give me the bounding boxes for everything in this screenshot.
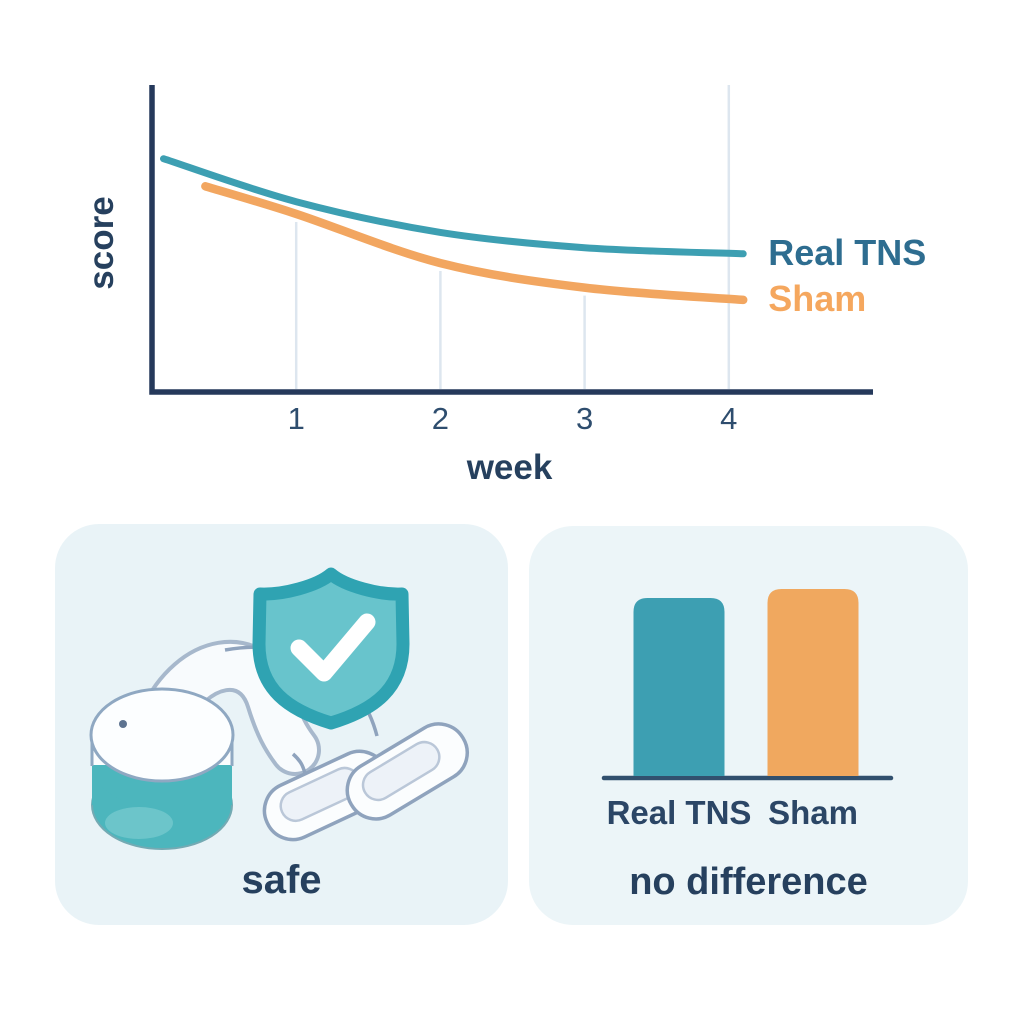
tns-device-illustration bbox=[89, 567, 469, 850]
x-axis-label: week bbox=[466, 448, 553, 487]
comparison-card: Real TNS Sham no difference bbox=[529, 526, 968, 925]
bar-real-tns bbox=[633, 598, 725, 776]
legend-real-tns: Real TNS bbox=[768, 232, 926, 273]
line-real-tns bbox=[160, 155, 747, 258]
axes bbox=[149, 85, 873, 395]
x-tick-3: 3 bbox=[576, 401, 593, 436]
checkmark-icon bbox=[290, 613, 376, 682]
x-tick-2: 2 bbox=[432, 401, 449, 436]
shield-check-icon bbox=[252, 567, 410, 730]
bar-label-sham: Sham bbox=[768, 794, 858, 831]
safe-label: safe bbox=[241, 858, 322, 902]
no-difference-label: no difference bbox=[629, 861, 868, 903]
electrode-pad-2 bbox=[345, 722, 469, 821]
safety-card: safe bbox=[55, 524, 508, 925]
y-axis-label: score bbox=[82, 196, 121, 289]
bar-sham bbox=[767, 589, 859, 776]
line-sham bbox=[201, 182, 748, 305]
x-tick-4: 4 bbox=[720, 401, 737, 436]
stimulator-unit bbox=[89, 687, 235, 850]
x-tick-1: 1 bbox=[288, 401, 305, 436]
bar-label-real-tns: Real TNS bbox=[607, 794, 752, 831]
line-chart: Real TNS Sham 1 2 3 4 week score bbox=[82, 85, 926, 487]
legend-sham: Sham bbox=[768, 278, 866, 319]
device-led-dot bbox=[119, 720, 127, 728]
bar-chart: Real TNS Sham bbox=[601, 589, 894, 831]
